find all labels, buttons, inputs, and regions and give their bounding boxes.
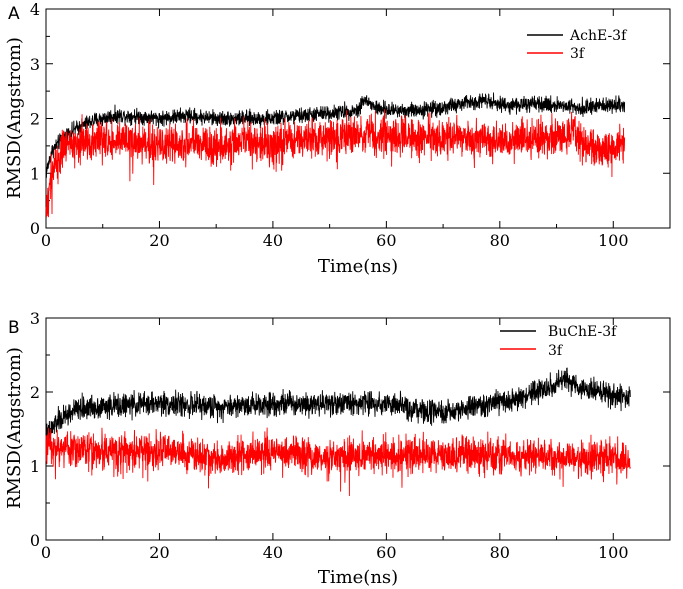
x-axis-title-a: Time(ns) bbox=[318, 256, 398, 277]
y-tick-label: 0 bbox=[30, 531, 40, 550]
series-line-3f bbox=[45, 426, 631, 496]
series-layer-b bbox=[45, 367, 631, 496]
y-axis-title-a: RMSD(Angstrom) bbox=[4, 37, 25, 199]
legend-label-achE-3f: AchE-3f bbox=[569, 28, 628, 44]
series-line-3f bbox=[45, 109, 626, 218]
series-line-ache-3f bbox=[45, 92, 626, 178]
panel-letter-b: B bbox=[8, 318, 20, 338]
x-tick-label: 60 bbox=[376, 543, 396, 562]
y-tick-label: 2 bbox=[30, 383, 40, 402]
x-tick-label: 40 bbox=[263, 543, 283, 562]
x-tick-label: 80 bbox=[490, 231, 510, 250]
chart-panel-a: 0 20 40 60 80 100 0 1 2 3 4 Time(ns) RMSD(Angstrom… bbox=[4, 0, 671, 277]
x-tick-label: 100 bbox=[598, 231, 629, 250]
x-axis-title-b: Time(ns) bbox=[318, 567, 398, 588]
x-tick-label: 100 bbox=[598, 543, 629, 562]
legend-b: BuChE-3f 3f bbox=[500, 324, 618, 359]
x-tick-label: 40 bbox=[263, 231, 283, 250]
y-tick-label: 4 bbox=[30, 0, 40, 19]
axis-ticks-b: 0 20 40 60 80 100 0 1 2 3 bbox=[30, 309, 670, 562]
legend-label-3f-a: 3f bbox=[570, 46, 586, 62]
legend-a: AchE-3f 3f bbox=[527, 28, 628, 62]
chart-panel-b: 0 20 40 60 80 100 0 1 2 3 Time(ns) RMSD(Angstrom)… bbox=[4, 309, 671, 588]
x-tick-label: 20 bbox=[149, 543, 169, 562]
x-tick-label: 80 bbox=[490, 543, 510, 562]
y-tick-label: 3 bbox=[30, 55, 40, 74]
y-tick-label: 1 bbox=[30, 457, 40, 476]
legend-label-3f-b: 3f bbox=[548, 343, 564, 359]
x-tick-label: 0 bbox=[41, 231, 51, 250]
panel-letter-a: A bbox=[8, 4, 20, 24]
series-line-buche-3f bbox=[45, 367, 631, 446]
axis-ticks-a: 0 20 40 60 80 100 0 1 2 3 4 bbox=[30, 0, 670, 250]
x-tick-label: 0 bbox=[41, 543, 51, 562]
x-tick-label: 20 bbox=[149, 231, 169, 250]
series-layer-a bbox=[45, 92, 626, 218]
y-tick-label: 1 bbox=[30, 164, 40, 183]
legend-label-buche-3f: BuChE-3f bbox=[548, 324, 618, 340]
y-tick-label: 0 bbox=[30, 219, 40, 238]
y-axis-title-b: RMSD(Angstrom) bbox=[4, 347, 25, 509]
plot-frame-b bbox=[45, 317, 671, 541]
x-tick-label: 60 bbox=[376, 231, 396, 250]
y-tick-label: 2 bbox=[30, 110, 40, 129]
y-tick-label: 3 bbox=[30, 309, 40, 328]
